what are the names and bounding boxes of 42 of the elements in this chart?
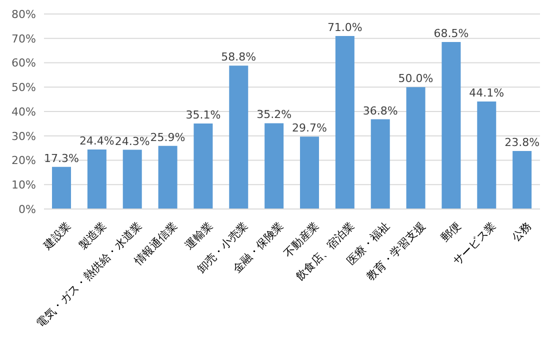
bar (406, 87, 426, 209)
bar (158, 146, 178, 209)
x-tick-label: 郵便 (438, 220, 464, 244)
x-tick-label: 運輸業 (182, 220, 216, 252)
bar (512, 150, 532, 209)
data-label: 44.1% (469, 86, 504, 100)
data-label: 35.1% (186, 108, 221, 122)
bar (229, 66, 248, 209)
data-label: 58.8% (221, 50, 256, 64)
bar (122, 150, 142, 209)
data-label: 25.9% (150, 130, 186, 144)
y-tick-label: 20% (12, 154, 36, 168)
data-label: 71.0% (327, 20, 362, 34)
bar (87, 150, 106, 209)
y-tick-label: 10% (12, 178, 36, 192)
y-tick-label: 50% (12, 81, 36, 94)
bar (442, 42, 461, 209)
y-tick-label: 40% (12, 105, 36, 118)
data-label: 50.0% (398, 72, 434, 86)
data-label: 68.5% (434, 27, 469, 40)
bar (194, 123, 213, 209)
bar (52, 166, 71, 209)
y-tick-label: 0% (18, 202, 36, 216)
data-label: 36.8% (362, 104, 398, 118)
data-label: 35.2% (256, 108, 292, 122)
data-label: 23.8% (504, 136, 540, 149)
data-label: 24.3% (114, 134, 150, 148)
bar (300, 136, 319, 209)
y-tick-label: 30% (12, 130, 36, 143)
x-tick-label: 製造業 (76, 220, 109, 252)
bar (335, 36, 354, 209)
bar (264, 123, 284, 209)
data-label: 29.7% (292, 122, 327, 135)
y-tick-label: 60% (12, 56, 36, 70)
bar (477, 102, 496, 209)
y-tick-label: 70% (12, 32, 36, 46)
y-tick-label: 80% (12, 8, 36, 21)
data-label: 17.3% (44, 152, 79, 165)
x-tick-label: 公務 (509, 220, 534, 244)
bar (370, 119, 390, 209)
data-label: 24.4% (79, 134, 114, 148)
x-tick-label: 建設業 (40, 220, 74, 253)
